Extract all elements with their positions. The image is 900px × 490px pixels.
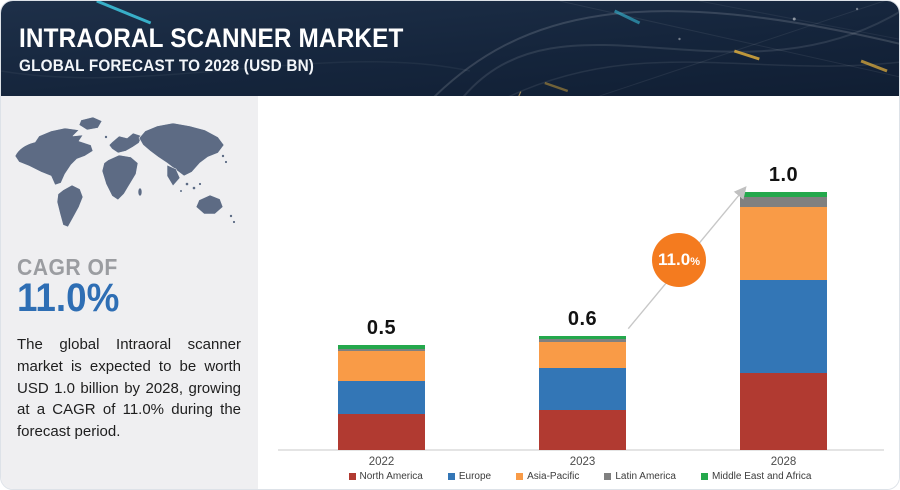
legend-label-north-america: North America	[359, 471, 423, 482]
x-axis-label-2022: 2022	[368, 456, 395, 468]
growth-badge: 11.0%	[652, 233, 706, 287]
legend-item-asia-pacific: Asia-Pacific	[516, 471, 579, 482]
legend-swatch-north-america	[348, 473, 356, 480]
bar-2028-segment-asia-pacific	[740, 207, 827, 280]
bar-2023-segment-north-america	[539, 410, 626, 450]
x-axis-label-2023: 2023	[569, 456, 596, 468]
page-subtitle: GLOBAL FORECAST TO 2028 (USD BN)	[19, 56, 315, 75]
legend-label-latin-america: Latin America	[615, 471, 676, 482]
legend-swatch-europe	[447, 473, 455, 480]
bar-2023-segment-latin-america	[539, 338, 626, 342]
cagr-label: CAGR OF	[17, 254, 118, 280]
bar-2023	[539, 336, 626, 450]
world-map-graphic	[9, 112, 249, 242]
bar-2022	[338, 345, 425, 450]
bar-2022-segment-asia-pacific	[338, 351, 425, 381]
bar-2028-segment-middle-east-and-africa	[740, 192, 827, 198]
x-axis-line	[278, 449, 884, 451]
header-banner: INTRAORAL SCANNER MARKET GLOBAL FORECAST…	[1, 1, 899, 96]
sidebar-panel: CAGR OF 11.0% The global Intraoral scann…	[1, 96, 258, 489]
bar-2022-segment-middle-east-and-africa	[338, 345, 425, 350]
chart-legend: North America Europe Asia-Pacific Latin Ame…	[268, 471, 892, 482]
cagr-value: 11.0%	[17, 276, 120, 320]
legend-item-north-america: North America	[348, 471, 423, 482]
legend-swatch-latin-america	[604, 473, 612, 480]
header-network-graphic	[1, 1, 899, 96]
x-axis-label-2028: 2028	[770, 456, 797, 468]
bar-2023-segment-europe	[539, 368, 626, 411]
bar-2022-segment-europe	[338, 380, 425, 415]
legend-item-middle-east-and-africa: Middle East and Africa	[700, 471, 812, 482]
bar-2028-segment-north-america	[740, 372, 827, 450]
legend-label-middle-east-and-africa: Middle East and Africa	[711, 471, 812, 482]
legend-label-asia-pacific: Asia-Pacific	[527, 471, 580, 482]
growth-badge-value: 11.0	[658, 250, 691, 269]
bar-2028-segment-latin-america	[740, 197, 827, 208]
bar-total-label-2023: 0.6	[567, 308, 598, 330]
page-title: INTRAORAL SCANNER MARKET	[19, 23, 404, 53]
legend-item-latin-america: Latin America	[604, 471, 676, 482]
market-description: The global Intraoral scanner market is e…	[17, 336, 241, 441]
bar-2028-segment-europe	[740, 279, 827, 373]
bar-2028	[740, 192, 827, 450]
legend-swatch-asia-pacific	[516, 473, 524, 480]
bar-total-label-2028: 1.0	[768, 164, 799, 186]
bar-2022-segment-latin-america	[338, 349, 425, 352]
legend-swatch-middle-east-and-africa	[700, 473, 708, 480]
bar-total-label-2022: 0.5	[366, 317, 397, 339]
bar-2023-segment-asia-pacific	[539, 341, 626, 369]
bar-2023-segment-middle-east-and-africa	[539, 336, 626, 339]
legend-item-europe: Europe	[447, 471, 492, 482]
growth-badge-percent: %	[690, 255, 700, 268]
legend-label-europe: Europe	[458, 471, 492, 482]
bar-2022-segment-north-america	[338, 414, 425, 450]
